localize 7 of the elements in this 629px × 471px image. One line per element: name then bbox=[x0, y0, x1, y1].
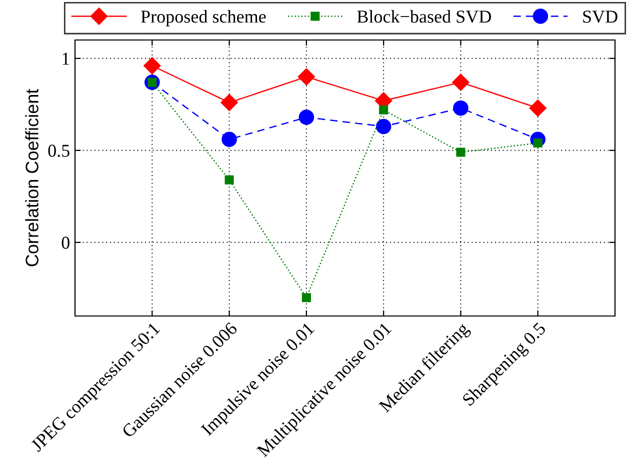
legend-label: SVD bbox=[583, 10, 618, 23]
legend-label: Block−based SVD bbox=[357, 10, 491, 23]
y-tick-label: 0 bbox=[62, 236, 70, 249]
y-tick-label: 1 bbox=[62, 52, 70, 65]
y-axis-title: Correlation Coefficient bbox=[25, 88, 38, 266]
legend-label: Proposed scheme bbox=[141, 10, 266, 26]
y-tick-label: 0.5 bbox=[48, 144, 70, 157]
